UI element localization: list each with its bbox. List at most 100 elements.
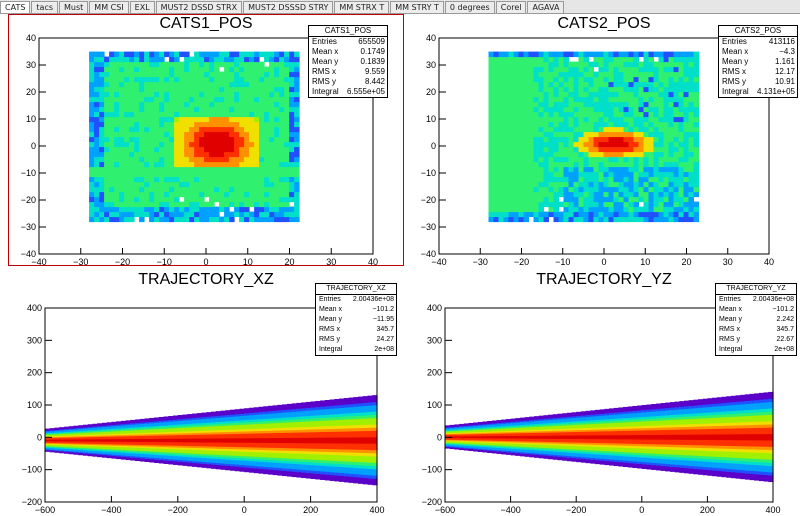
histogram-bin [234, 417, 241, 421]
root-canvas[interactable]: CATS1_POS −40 −30 −20 −10 0 10 20 30 40 40 30 20 10 0… [0, 14, 800, 516]
histogram-bin [334, 460, 340, 464]
histogram-bin [192, 422, 198, 426]
histogram-bin [274, 161, 280, 168]
stats-box[interactable]: TRAJECTORY_XZ Entries 2.00436e+08 Mean x −… [315, 283, 397, 356]
histogram-bin [523, 51, 529, 58]
histogram-bin [201, 428, 207, 431]
tab-must[interactable]: Must [59, 1, 89, 13]
histogram-bin [362, 480, 369, 485]
histogram-bin [339, 398, 345, 403]
histogram-bin [220, 450, 226, 454]
histogram-bin [192, 436, 198, 439]
histogram-bin [154, 71, 160, 78]
histogram-bin [324, 411, 331, 415]
stats-box[interactable]: CATS2_POS Entries 413116 Mean x −4.3 Mean … [718, 25, 798, 98]
histogram-bin [498, 121, 504, 128]
tab-corel[interactable]: Corel [495, 1, 527, 13]
histogram-bin [211, 445, 217, 449]
histogram-bin [248, 439, 255, 443]
histogram-bin [214, 101, 220, 108]
histogram-bin [264, 96, 270, 103]
histogram-bin [284, 111, 290, 118]
histogram-bin [693, 131, 699, 138]
histogram-bin [135, 419, 141, 422]
histogram-bin [120, 431, 127, 434]
histogram-bin [305, 423, 312, 427]
histogram-bin [244, 460, 250, 464]
histogram-bin [320, 445, 326, 449]
histogram-bin [220, 452, 226, 456]
histogram-bin [253, 437, 260, 441]
tab-cats[interactable]: CATS [0, 1, 31, 13]
histogram-bin [493, 101, 499, 108]
y-tick-label: 40 [26, 33, 36, 43]
histogram-bin [296, 474, 302, 478]
histogram-bin [543, 61, 549, 68]
histogram-bin [578, 81, 584, 88]
histogram-bin [111, 446, 117, 449]
histogram-cats1-pos[interactable]: −40 −30 −20 −10 0 10 20 30 40403020100−10−20−30−… [8, 14, 404, 266]
tab-must2-dsssd-stry[interactable]: MUST2 DSSSD STRY [243, 1, 334, 13]
histogram-bin [109, 111, 115, 118]
histogram-bin [219, 136, 225, 143]
tab-agava[interactable]: AGAVA [527, 1, 565, 13]
histogram-cats2-pos[interactable]: −40 −30 −20 −10 0 10 20 30 40403020100−10−20−30−… [408, 14, 800, 266]
histogram-bin [372, 398, 378, 403]
histogram-bin [249, 91, 255, 98]
tab-must2-dssd-strx[interactable]: MUST2 DSSD STRX [155, 1, 243, 13]
tab-exl[interactable]: EXL [129, 1, 155, 13]
histogram-bin [348, 421, 354, 426]
histogram-bin [267, 405, 274, 409]
pad-cats1-pos[interactable]: CATS1_POS −40 −30 −20 −10 0 10 20 30 40 40 30 20 10 0… [8, 14, 404, 266]
histogram-bin [234, 206, 240, 213]
histogram-bin [538, 161, 544, 168]
histogram-bin [568, 191, 574, 198]
histogram-bin [289, 96, 295, 103]
histogram-bin [144, 433, 150, 436]
stats-box[interactable]: CATS1_POS Entries 655509 Mean x 0.1749 Mea… [308, 25, 388, 98]
histogram-bin [648, 171, 654, 178]
tab-mm-stry-t[interactable]: MM STRY T [390, 1, 444, 13]
tab-mm-csi[interactable]: MM CSI [89, 1, 129, 13]
histogram-bin [643, 216, 649, 223]
histogram-bin [608, 126, 614, 133]
histogram-bin [573, 161, 579, 168]
histogram-bin [99, 61, 105, 68]
histogram-bin [583, 106, 589, 113]
pad-trajectory-xz[interactable]: TRAJECTORY_XZ −600 −400 −200 0 200 400 400 300 2… [8, 270, 404, 516]
tab-mm-strx-t[interactable]: MM STRX T [334, 1, 390, 13]
histogram-bin [89, 51, 95, 58]
histogram-bin [588, 171, 594, 178]
histogram-bin [623, 196, 629, 203]
histogram-bin [558, 111, 564, 118]
histogram-bin [493, 116, 499, 123]
histogram-bin [598, 171, 604, 178]
histogram-bin [558, 146, 564, 153]
x-tick-label: −10 [157, 257, 172, 266]
pad-cats2-pos[interactable]: CATS2_POS −40 −30 −20 −10 0 10 20 30 40 40 30 20 10 0… [408, 14, 800, 266]
histogram-bin [493, 121, 499, 128]
pad-trajectory-yz[interactable]: TRAJECTORY_YZ −600 −400 −200 0 200 400 400 300 2… [408, 270, 800, 516]
histogram-bin [305, 420, 312, 425]
histogram-bin [543, 116, 549, 123]
histogram-bin [169, 131, 175, 138]
histogram-bin [488, 161, 494, 168]
histogram-bin [168, 415, 174, 419]
histogram-bin [258, 437, 264, 441]
tab-0-degrees[interactable]: 0 degrees [444, 1, 495, 13]
histogram-bin [668, 176, 674, 183]
histogram-bin [101, 435, 108, 437]
histogram-bin [201, 463, 207, 466]
histogram-bin [139, 66, 145, 73]
histogram-bin [673, 151, 679, 158]
histogram-bin [45, 433, 51, 435]
histogram-bin [94, 51, 100, 58]
tab-tacs[interactable]: tacs [31, 1, 59, 13]
histogram-bin [68, 426, 75, 428]
histogram-bin [68, 427, 75, 429]
histogram-bin [184, 156, 190, 163]
histogram-bin [206, 449, 212, 453]
histogram-bin [563, 196, 569, 203]
